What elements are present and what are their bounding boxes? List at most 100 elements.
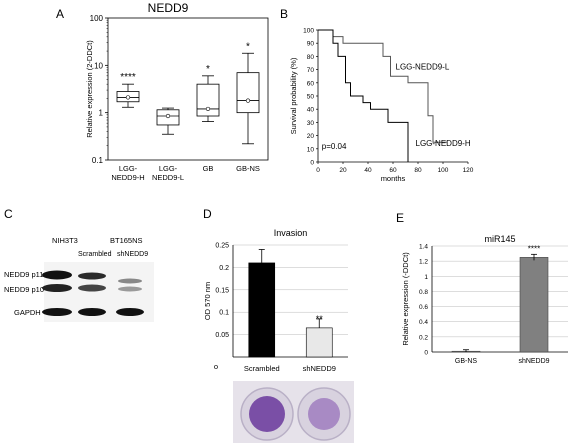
assay-stain-scrambled xyxy=(249,396,285,432)
blot-row-label-gapdh: GAPDH xyxy=(14,308,41,317)
y-tick-label: 10 xyxy=(94,61,103,70)
western-blot: NIH3T3 BT165NS Scrambled shNEDD9 NEDD9 p… xyxy=(4,236,154,322)
category-label: LGG- xyxy=(119,164,138,173)
blot-band xyxy=(118,278,142,284)
panel-a-title: NEDD9 xyxy=(148,1,189,15)
y-axis-label: OD 570 nm xyxy=(203,282,212,320)
x-tick-label: 60 xyxy=(389,167,397,174)
x-tick-label: 20 xyxy=(339,167,347,174)
significance-label: * xyxy=(206,64,210,75)
survival-curve xyxy=(318,29,447,143)
invasion-bar-chart: Invasion 0.05 0.1 0.15 0.2 0.25 o OD 570 nm Scra… xyxy=(203,228,348,373)
y-axis-label: Relative expression (-DDCt) xyxy=(401,252,410,346)
panel-letter-a: A xyxy=(56,7,64,21)
invasion-assay-image xyxy=(233,381,354,443)
bar xyxy=(519,257,549,353)
blot-col-label-nih3t3: NIH3T3 xyxy=(52,236,78,245)
y-tick-label: 1.4 xyxy=(419,244,428,251)
series-label: LGG-NEDD9-L xyxy=(396,63,450,72)
category-label: NEDD9-H xyxy=(111,173,144,182)
y-tick-label: 60 xyxy=(307,80,315,87)
category-label: Scrambled xyxy=(244,364,280,373)
blot-band xyxy=(42,270,72,280)
p-value-label: p=0.04 xyxy=(322,142,347,151)
y-tick-label: 70 xyxy=(307,67,315,74)
category-label: GB-NS xyxy=(236,164,260,173)
y-tick-label: 0.1 xyxy=(92,156,104,165)
y-tick-label: 1.2 xyxy=(419,259,428,266)
y-axis-label: Relative expression (2-DDCt) xyxy=(85,40,94,138)
panel-letter-b: B xyxy=(280,7,288,21)
y-tick-label: 20 xyxy=(307,133,315,140)
y-tick-label: 50 xyxy=(307,94,315,101)
assay-stain-shnedd9 xyxy=(308,398,340,430)
y-tick-label: 10 xyxy=(307,146,315,153)
y-tick-label: 30 xyxy=(307,120,315,127)
category-label: shNEDD9 xyxy=(518,358,549,365)
mir145-bar-chart: miR145 0 0.2 0.4 0.6 0.8 1 1.2 1.4 Relative expre… xyxy=(401,234,568,365)
category-label: GB-NS xyxy=(455,358,478,365)
chart-title: miR145 xyxy=(484,234,515,244)
y-tick-label: 40 xyxy=(307,107,315,114)
mean-marker xyxy=(125,95,131,100)
category-label: LGG- xyxy=(159,164,178,173)
y-tick-label: 0.8 xyxy=(419,289,428,296)
x-axis-label: months xyxy=(381,174,406,183)
panel-letter-c: C xyxy=(4,207,13,221)
category-label: NEDD9-L xyxy=(152,173,184,182)
category-label: shNEDD9 xyxy=(303,364,336,373)
y-tick-label: 0.2 xyxy=(419,334,428,341)
y-tick-label: 0.25 xyxy=(215,243,229,250)
plot-frame xyxy=(107,17,269,161)
significance-label: ** xyxy=(316,314,324,324)
y-tick-label: 0.05 xyxy=(215,332,229,339)
blot-band xyxy=(78,284,106,292)
y-tick-label: 100 xyxy=(303,28,314,35)
significance-label: * xyxy=(246,41,250,52)
blot-band xyxy=(116,308,144,316)
y-tick-label: 0.1 xyxy=(219,310,229,317)
y-tick-label: 0 xyxy=(310,160,314,167)
chart-title: Invasion xyxy=(274,228,308,238)
y-tick-label: 100 xyxy=(90,14,104,23)
y-zero-label: o xyxy=(214,362,218,371)
mean-marker xyxy=(165,113,171,119)
survival-curve xyxy=(318,29,409,162)
mean-marker xyxy=(245,98,251,103)
blot-band xyxy=(78,272,106,280)
blot-lane-label-scrambled: Scrambled xyxy=(78,251,112,258)
y-tick-label: 1 xyxy=(424,274,428,281)
blot-band xyxy=(42,308,72,316)
blot-col-label-bt165ns: BT165NS xyxy=(110,236,143,245)
blot-row-label-p105: NEDD9 p105 xyxy=(4,285,48,294)
y-tick-label: 0.4 xyxy=(419,319,428,326)
x-tick-label: 80 xyxy=(414,167,422,174)
y-tick-label: 90 xyxy=(307,41,315,48)
y-tick-label: 1 xyxy=(99,109,104,118)
x-tick-label: 0 xyxy=(316,167,320,174)
bar xyxy=(305,327,333,358)
box xyxy=(196,83,220,117)
series-label: LGG-NEDD9-H xyxy=(416,139,471,148)
y-tick-label: 0.6 xyxy=(419,304,428,311)
x-tick-label: 40 xyxy=(364,167,372,174)
bar xyxy=(248,262,276,358)
y-tick-label: 0.2 xyxy=(219,265,229,272)
x-tick-label: 100 xyxy=(438,167,449,174)
mean-marker xyxy=(205,106,211,112)
y-axis-label: Survival probability (%) xyxy=(289,57,298,134)
category-label: GB xyxy=(203,164,214,173)
box xyxy=(236,72,260,114)
significance-label: **** xyxy=(528,244,540,253)
y-tick-label: 80 xyxy=(307,54,315,61)
blot-band xyxy=(78,308,106,316)
y-tick-label: 0 xyxy=(424,350,428,357)
y-tick-label: 0.15 xyxy=(215,287,229,294)
x-tick-label: 120 xyxy=(463,167,474,174)
panel-letter-d: D xyxy=(203,207,212,221)
panel-letter-e: E xyxy=(396,211,404,225)
blot-band xyxy=(42,284,72,292)
blot-band xyxy=(118,286,142,292)
